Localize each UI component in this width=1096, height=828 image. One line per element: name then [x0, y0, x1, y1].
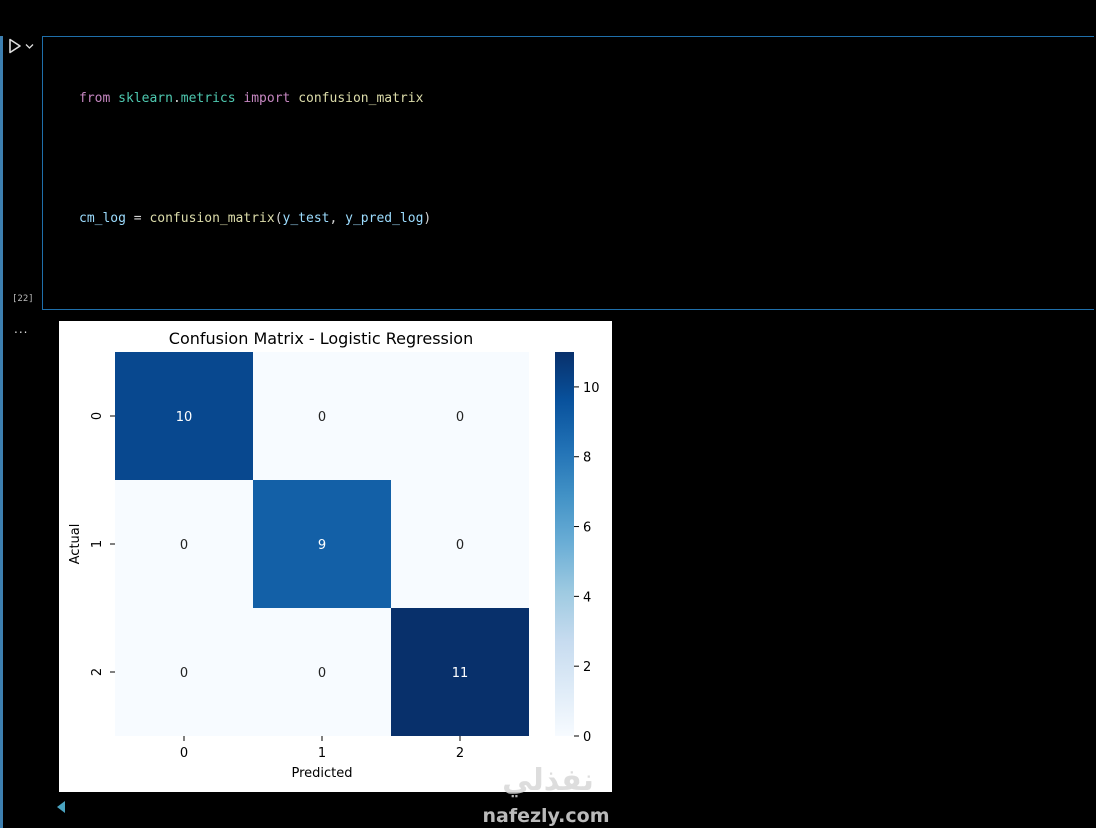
x-tick-label: 2 [456, 746, 464, 761]
colorbar-tick-label: 2 [583, 660, 591, 675]
cell-annotation: 11 [452, 666, 469, 681]
heatmap-cell [115, 480, 253, 608]
heatmap-cell [391, 480, 529, 608]
heatmap-cell [253, 608, 391, 736]
cell-annotation: 0 [456, 538, 464, 553]
cell-annotation: 10 [176, 410, 193, 425]
code-editor[interactable]: from sklearn. metrics import confusion_ma… [42, 36, 1094, 646]
keyword: from [79, 91, 111, 106]
cell-annotation: 0 [456, 410, 464, 425]
colorbar-tick-label: 10 [583, 381, 600, 396]
colorbar-tick-label: 0 [583, 730, 591, 745]
code-line: from sklearn. metrics import confusion_ma… [79, 89, 502, 109]
heatmap-cell [253, 480, 391, 608]
heatmap-cell [115, 608, 253, 736]
play-icon [9, 38, 21, 54]
cell-annotation: 0 [318, 410, 326, 425]
output-more-button[interactable]: ... [14, 322, 29, 336]
x-axis-label: Predicted [291, 766, 352, 781]
watermark: نفذلي nafezly.com [482, 763, 609, 826]
heatmap-cell [391, 608, 529, 736]
code-line: cm_log = confusion_matrix(y_test, y_pred… [79, 209, 502, 229]
cell-annotation: 0 [180, 538, 188, 553]
y-tick-label: 1 [90, 540, 105, 548]
execution-count: [22] [12, 294, 34, 304]
code-line [79, 149, 502, 169]
colorbar-tick-label: 6 [583, 521, 591, 536]
token: confusion_matrix [149, 211, 275, 226]
token: metrics [180, 91, 236, 106]
token: y_pred_log [345, 211, 424, 226]
code-line [79, 269, 502, 289]
x-tick-label: 0 [180, 746, 188, 761]
cell-focus-bar [0, 36, 3, 828]
cell-annotation: 0 [318, 666, 326, 681]
cell-annotation: 9 [318, 538, 326, 553]
watermark-arabic: نفذلي [502, 763, 594, 798]
cell-annotation: 0 [180, 666, 188, 681]
colorbar-tick-label: 8 [583, 451, 591, 466]
confusion-matrix-chart: Confusion Matrix - Logistic Regression10… [68, 329, 600, 781]
y-tick-label: 0 [90, 412, 105, 420]
heatmap-cell [115, 352, 253, 480]
heatmap-cell [253, 352, 391, 480]
y-axis-label: Actual [68, 524, 83, 565]
keyword: import [243, 91, 291, 106]
heatmap-cell [391, 352, 529, 480]
x-tick-label: 1 [318, 746, 326, 761]
token: cm_log [79, 211, 126, 226]
watermark-latin: nafezly.com [482, 805, 609, 826]
chart-title: Confusion Matrix - Logistic Regression [169, 329, 473, 348]
token: sklearn [118, 91, 173, 106]
triangle-left-icon[interactable] [56, 800, 66, 814]
token: confusion_matrix [298, 91, 424, 106]
token: y_test [282, 211, 330, 226]
output-image: Confusion Matrix - Logistic Regression 10… [59, 321, 612, 792]
chevron-down-icon[interactable] [25, 42, 34, 51]
run-cell-button[interactable] [8, 36, 40, 56]
colorbar [555, 352, 574, 736]
y-tick-label: 2 [90, 668, 105, 676]
colorbar-tick-label: 4 [583, 590, 591, 605]
